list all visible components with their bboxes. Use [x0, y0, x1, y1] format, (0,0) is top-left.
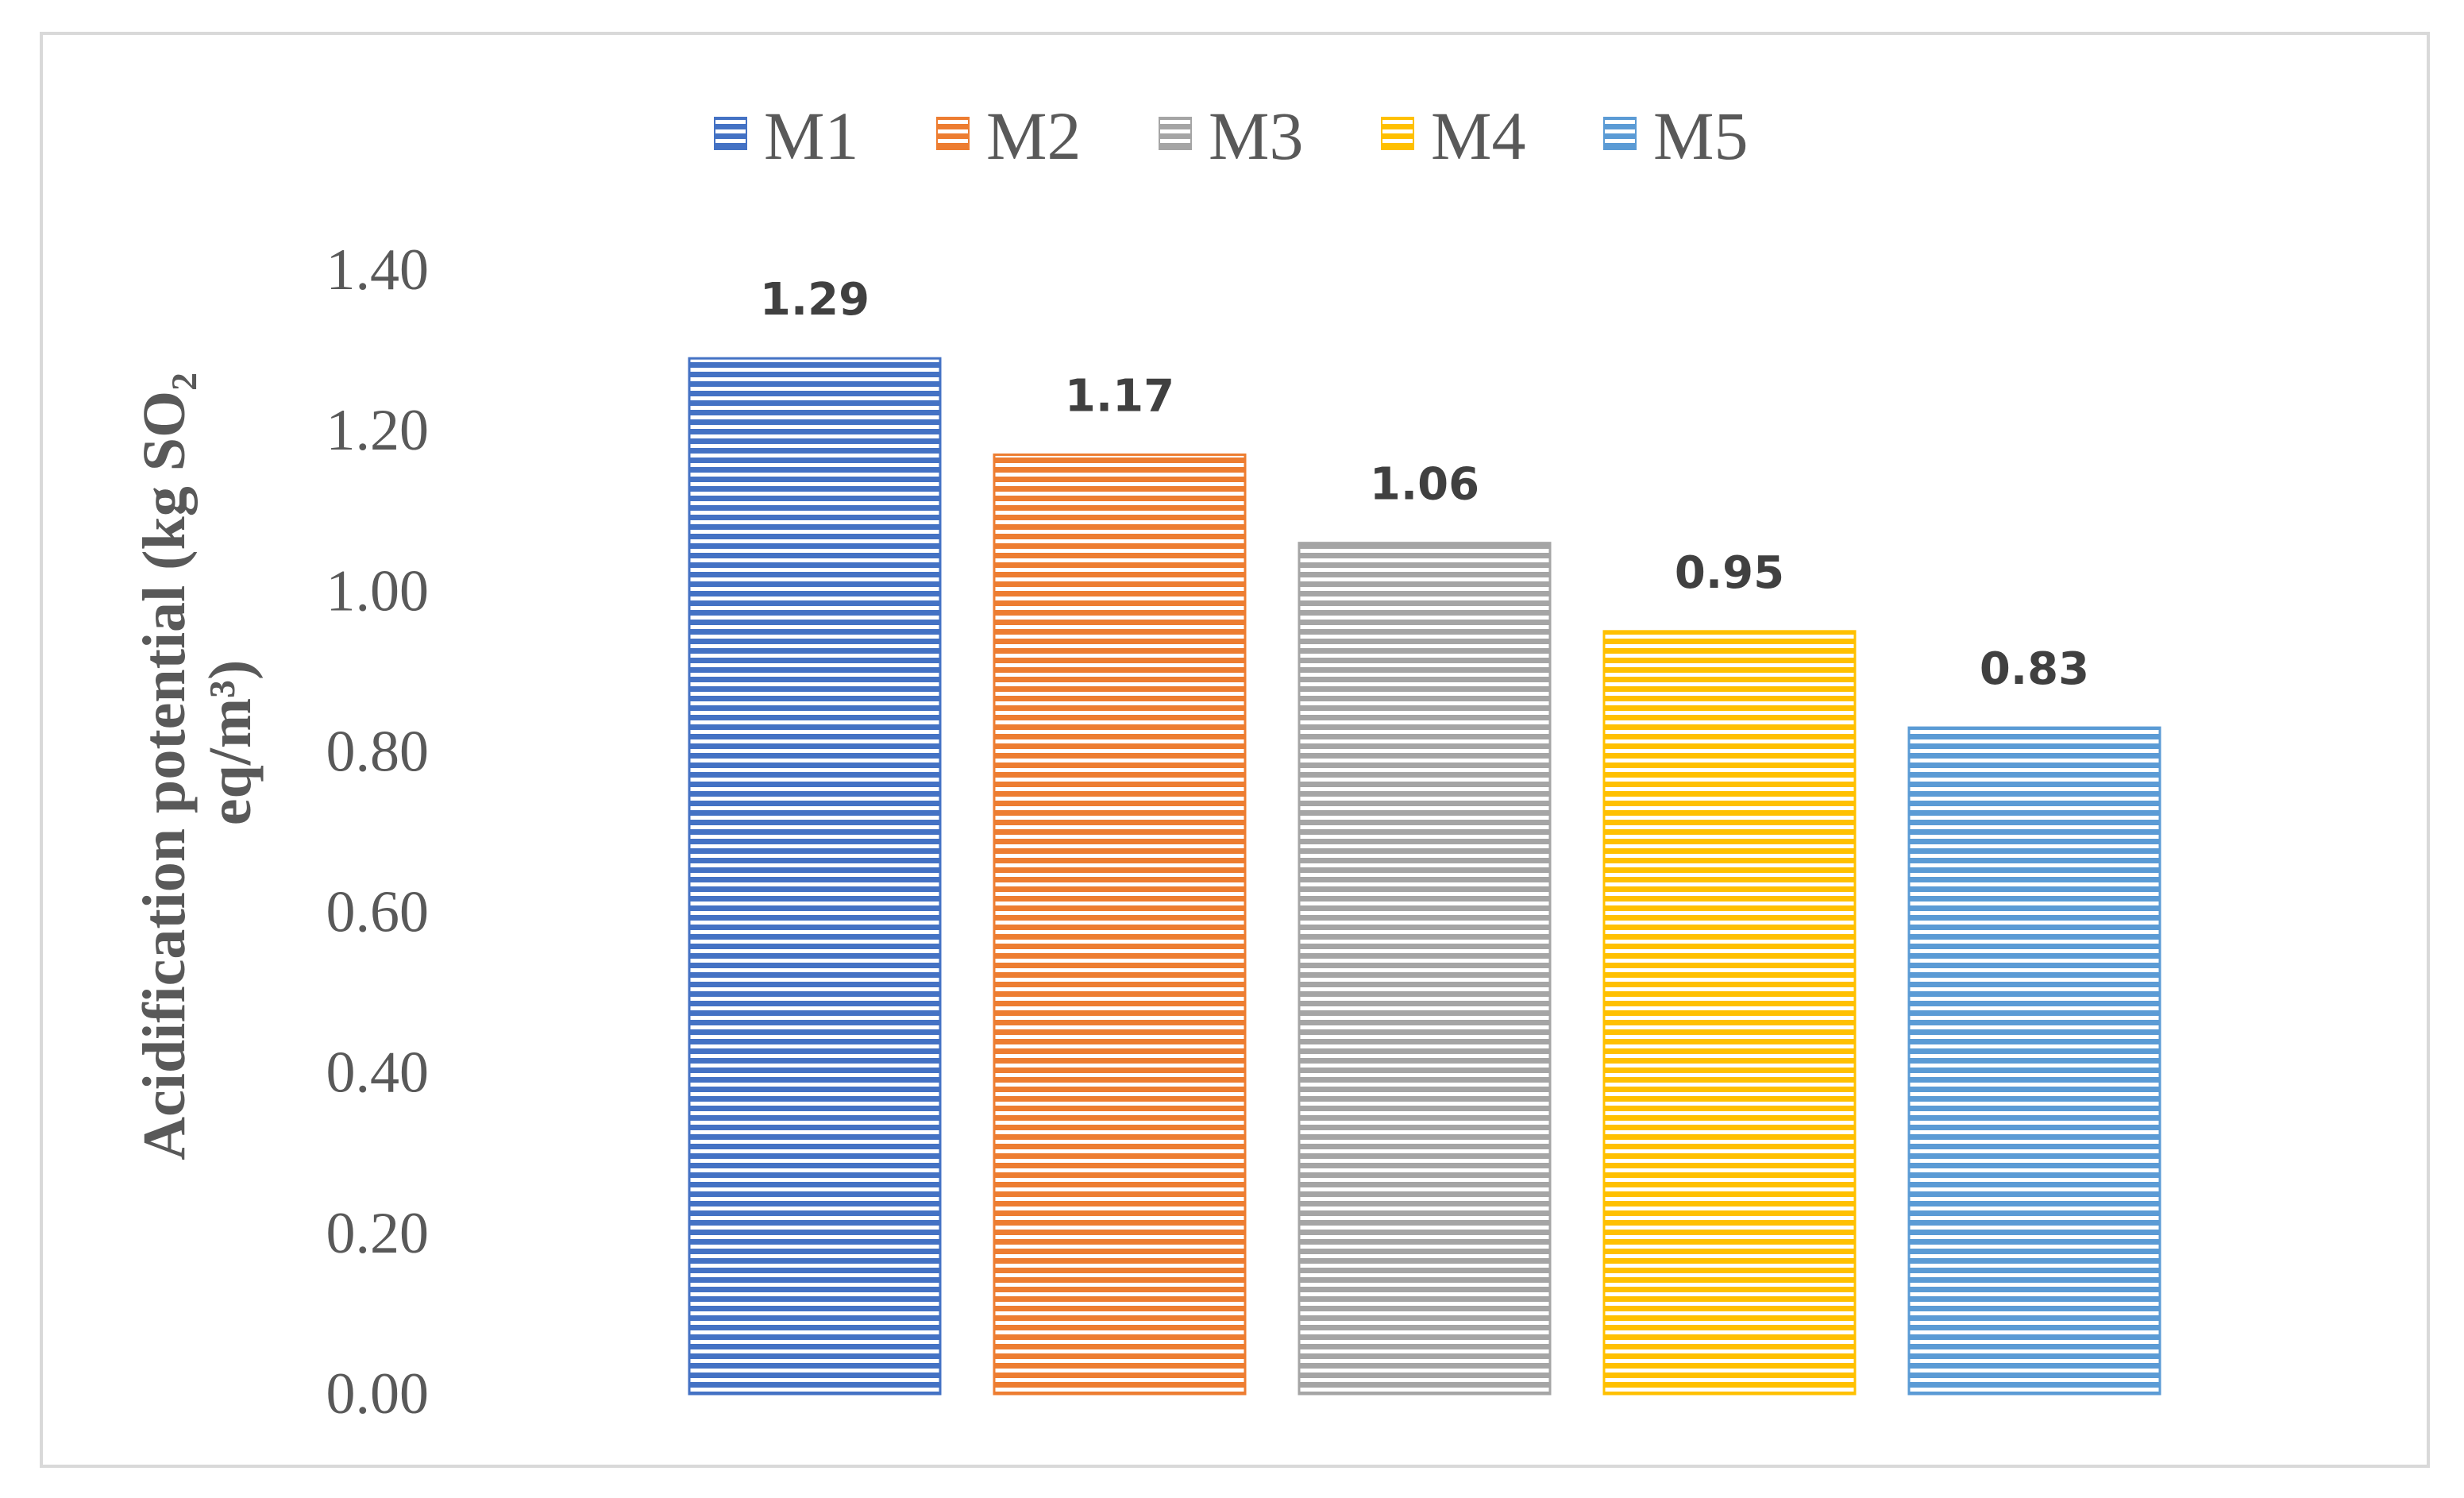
legend-swatch — [936, 117, 970, 150]
bar-m3 — [1298, 542, 1552, 1396]
legend-label: M1 — [764, 98, 858, 174]
data-label-m1: 1.29 — [760, 274, 870, 326]
bar-m1 — [688, 357, 942, 1396]
data-labels: 1.29 1.17 1.06 0.95 0.83 — [760, 274, 2089, 695]
y-tick-label: 1.40 — [326, 237, 430, 303]
legend-swatch — [1159, 117, 1192, 150]
legend-label: M2 — [986, 98, 1081, 174]
bar-m5 — [1907, 726, 2161, 1396]
y-axis-title-line1: Acidification potential (kg SO₂ — [131, 373, 198, 1160]
legend-item-m4: M4 — [1381, 98, 1525, 174]
data-label-m2: 1.17 — [1065, 370, 1174, 422]
legend-item-m5: M5 — [1603, 98, 1748, 174]
y-tick-label: 0.60 — [326, 880, 430, 945]
data-label-m3: 1.06 — [1370, 459, 1479, 511]
y-axis-title-line2: eq/m³) — [197, 660, 264, 826]
legend-item-m2: M2 — [936, 98, 1081, 174]
data-label-m5: 0.83 — [1980, 643, 2089, 695]
y-tick-label: 0.80 — [326, 719, 430, 784]
y-tick-label: 1.00 — [326, 558, 430, 624]
y-tick-label: 0.00 — [326, 1361, 430, 1427]
legend-swatch — [1603, 117, 1637, 150]
legend-swatch — [714, 117, 747, 150]
data-label-m4: 0.95 — [1675, 547, 1784, 599]
y-axis-ticks: 0.00 0.20 0.40 0.60 0.80 1.00 1.20 1.40 — [326, 237, 430, 1427]
bar-m2 — [993, 453, 1247, 1396]
legend-item-m3: M3 — [1159, 98, 1303, 174]
bar-m4 — [1602, 630, 1857, 1396]
legend: M1 M2 M3 M4 M5 — [714, 98, 1748, 174]
y-axis-title: Acidification potential (kg SO₂ eq/m³) — [131, 373, 264, 1160]
y-tick-label: 0.40 — [326, 1040, 430, 1106]
y-tick-label: 1.20 — [326, 398, 430, 463]
legend-swatch — [1381, 117, 1414, 150]
bars — [688, 357, 2161, 1396]
legend-label: M5 — [1653, 98, 1748, 174]
legend-item-m1: M1 — [714, 98, 858, 174]
legend-label: M3 — [1209, 98, 1303, 174]
legend-label: M4 — [1431, 98, 1525, 174]
y-tick-label: 0.20 — [326, 1201, 430, 1266]
